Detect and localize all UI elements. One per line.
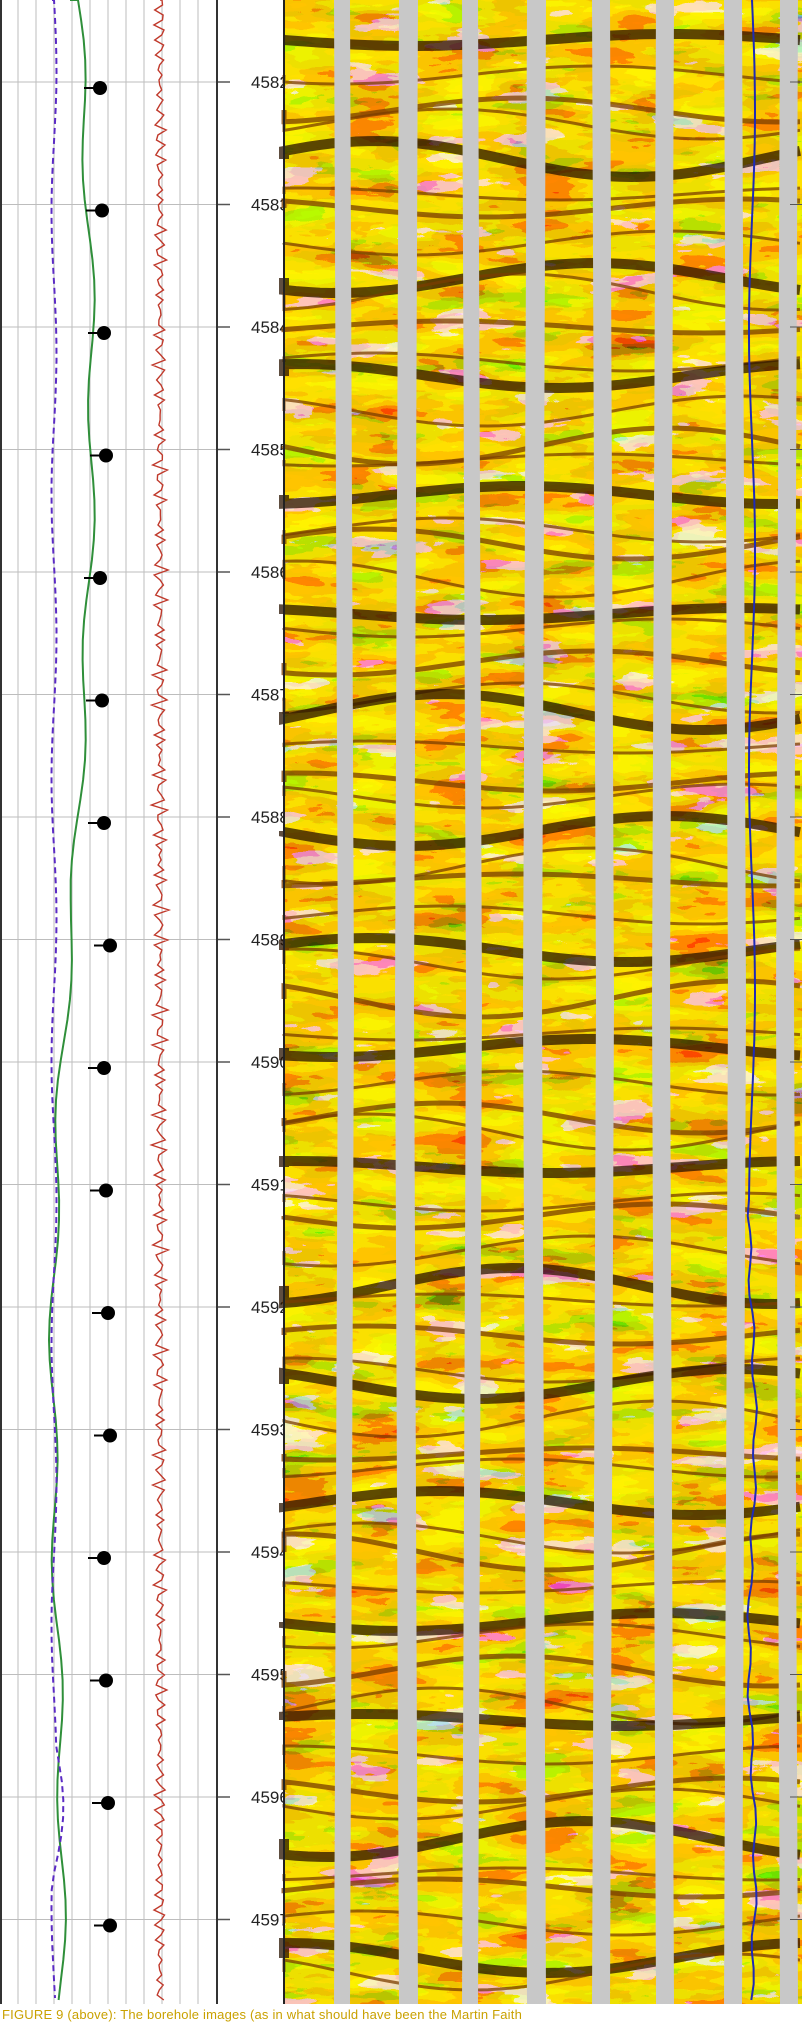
depth-track: 4582458345844585458645874588458945904591… (218, 0, 289, 2004)
depth-label: 4591 (251, 1176, 289, 1195)
depth-label: 4584 (251, 318, 289, 337)
figure-caption: FIGURE 9 (above): The borehole images (a… (2, 2007, 523, 2022)
pad-gap (395, 0, 418, 2004)
pad-gap (776, 0, 798, 2004)
pad-gap (652, 0, 674, 2004)
dip-point (99, 1183, 113, 1198)
dip-point (97, 1061, 111, 1075)
depth-label: 4583 (251, 196, 289, 215)
dip-point (95, 693, 109, 708)
dip-point (101, 1306, 115, 1320)
pad-gap (334, 0, 354, 2004)
depth-label: 4585 (251, 441, 289, 460)
depth-labels: 4582458345844585458645874588458945904591… (251, 73, 289, 1930)
dip-point (99, 448, 113, 463)
pad-gap (592, 0, 614, 2004)
dip-tadpole-markers (84, 81, 117, 1933)
image-track-grid (283, 0, 802, 2004)
depth-label: 4596 (251, 1788, 289, 1807)
curve-track (0, 0, 218, 2004)
pad-gap (462, 0, 482, 2004)
dip-point (93, 571, 107, 585)
resistivity-curve (149, 0, 172, 2001)
dip-point (101, 1796, 115, 1810)
dip-point (95, 203, 109, 218)
dip-point (99, 1673, 113, 1688)
depth-label: 4587 (251, 686, 289, 705)
gamma-ray-curve (47, 0, 96, 2001)
dip-point (103, 938, 117, 953)
dip-point (93, 81, 107, 95)
borehole-image-track (279, 0, 802, 2004)
depth-label: 4586 (251, 563, 289, 582)
depth-label: 4597 (251, 1911, 289, 1930)
depth-label: 4582 (251, 73, 289, 92)
depth-label: 4588 (251, 808, 289, 827)
pad-gap (523, 0, 546, 2004)
depth-ticks (218, 81, 230, 1921)
image-orientation-trace (746, 0, 758, 2001)
dip-point (97, 816, 111, 830)
image-pad-gaps (334, 0, 798, 2004)
caliper-curve (50, 0, 65, 1999)
dip-point (97, 326, 111, 340)
pad-gap (724, 0, 746, 2004)
dip-point (103, 1918, 117, 1933)
caption-bar: FIGURE 9 (above): The borehole images (a… (0, 2004, 802, 2031)
depth-label: 4593 (251, 1421, 289, 1440)
dip-point (97, 1551, 111, 1565)
dip-point (103, 1428, 117, 1443)
depth-label: 4595 (251, 1666, 289, 1685)
depth-label: 4594 (251, 1543, 289, 1562)
